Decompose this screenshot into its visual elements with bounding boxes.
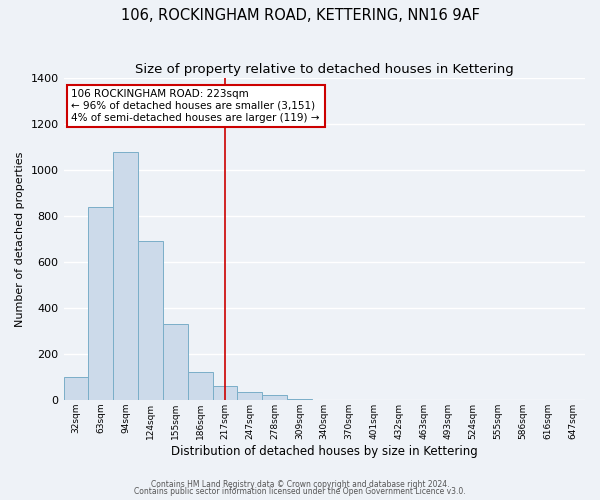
- Bar: [188, 372, 212, 400]
- Text: Contains public sector information licensed under the Open Government Licence v3: Contains public sector information licen…: [134, 487, 466, 496]
- Bar: [88, 207, 113, 400]
- Bar: [138, 241, 163, 400]
- Text: 106 ROCKINGHAM ROAD: 223sqm
← 96% of detached houses are smaller (3,151)
4% of s: 106 ROCKINGHAM ROAD: 223sqm ← 96% of det…: [71, 90, 320, 122]
- Bar: [287, 398, 312, 400]
- Text: 106, ROCKINGHAM ROAD, KETTERING, NN16 9AF: 106, ROCKINGHAM ROAD, KETTERING, NN16 9A…: [121, 8, 479, 22]
- Bar: [262, 395, 287, 400]
- Y-axis label: Number of detached properties: Number of detached properties: [15, 151, 25, 326]
- Bar: [238, 392, 262, 400]
- Bar: [163, 324, 188, 400]
- Title: Size of property relative to detached houses in Kettering: Size of property relative to detached ho…: [135, 62, 514, 76]
- X-axis label: Distribution of detached houses by size in Kettering: Distribution of detached houses by size …: [171, 444, 478, 458]
- Bar: [64, 377, 88, 400]
- Bar: [113, 152, 138, 400]
- Bar: [212, 386, 238, 400]
- Text: Contains HM Land Registry data © Crown copyright and database right 2024.: Contains HM Land Registry data © Crown c…: [151, 480, 449, 489]
